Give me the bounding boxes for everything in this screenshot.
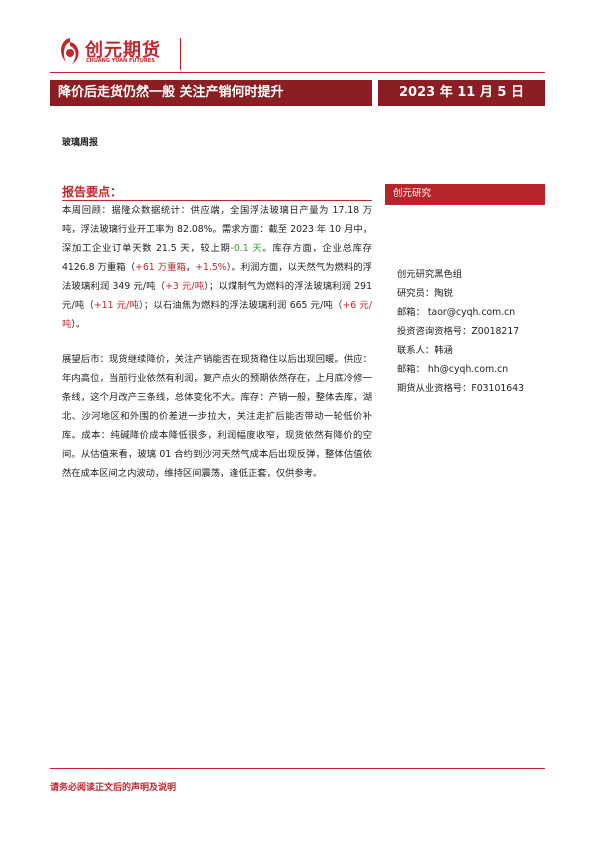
rule <box>62 200 372 201</box>
contact-line: 期货从业资格号：F03101643 <box>397 383 525 394</box>
highlight: -0.1 天 <box>230 243 263 254</box>
contact-line: 邮箱： hh@cyqh.com.cn <box>397 364 509 375</box>
footer: 请务必阅读正文后的声明及说明 <box>50 783 177 793</box>
text: ， <box>185 262 196 273</box>
logo-text: 创元期货 <box>85 40 161 61</box>
rule <box>50 768 545 769</box>
logo-mark <box>61 38 79 64</box>
paragraph: 本周回顾：据隆众数据统计：供应端，全国浮法玻璃日产量为 17.18 万吨，浮法玻… <box>62 201 372 334</box>
text: 展望后市：现货继续降价，关注产销能否在现货稳住以后出现回暖。供应：年内高位，当前… <box>62 354 372 479</box>
text: 本周回顾：据隆众数据统计：供应端，全国浮法玻璃日产量为 17.18 万吨，浮法玻… <box>62 205 372 254</box>
text: 。库存方面，企业总库存 4126.8 万重箱（ <box>62 243 372 273</box>
logo-subtext: CHUANG YUAN FUTURES <box>86 58 155 64</box>
highlight: +11 元/吨 <box>93 300 140 311</box>
highlight: +6 元/吨 <box>62 300 372 330</box>
text: ）。 <box>71 319 86 330</box>
contact-line: 投资咨询资格号：Z0018217 <box>397 326 520 337</box>
contact-line: 邮箱： taor@cyqh.com.cn <box>397 307 516 318</box>
contact-line: 研究员：陶锐 <box>397 288 453 299</box>
text: ）；以煤制气为燃料的浮法玻璃利润 291 元/吨（ <box>62 281 372 311</box>
rule <box>50 72 545 73</box>
divider <box>180 38 181 70</box>
sidebar-label: 创元研究 <box>385 184 545 204</box>
contact-line: 创元研究黑色组 <box>397 269 463 280</box>
highlight: +61 万重箱 <box>135 262 186 273</box>
banner-title: 降价后走货仍然一般 关注产销何时提升 <box>50 80 372 106</box>
highlight: +3 元/吨 <box>165 281 205 292</box>
rule <box>385 204 545 205</box>
contact-line: 联系人：韩涵 <box>397 345 453 356</box>
category: 玻璃周报 <box>62 138 99 148</box>
banner-date: 2023 年 11 月 5 日 <box>378 80 545 106</box>
paragraph: 展望后市：现货继续降价，关注产销能否在现货稳住以后出现回暖。供应：年内高位，当前… <box>62 350 372 483</box>
highlight: +1.5% <box>195 262 227 273</box>
text: ）。利润方面，以天然气为燃料的浮法玻璃利润 349 元/吨（ <box>62 262 372 292</box>
text: ）；以石油焦为燃料的浮法玻璃利润 665 元/吨（ <box>139 300 343 311</box>
summary-heading: 报告要点： <box>62 185 123 199</box>
